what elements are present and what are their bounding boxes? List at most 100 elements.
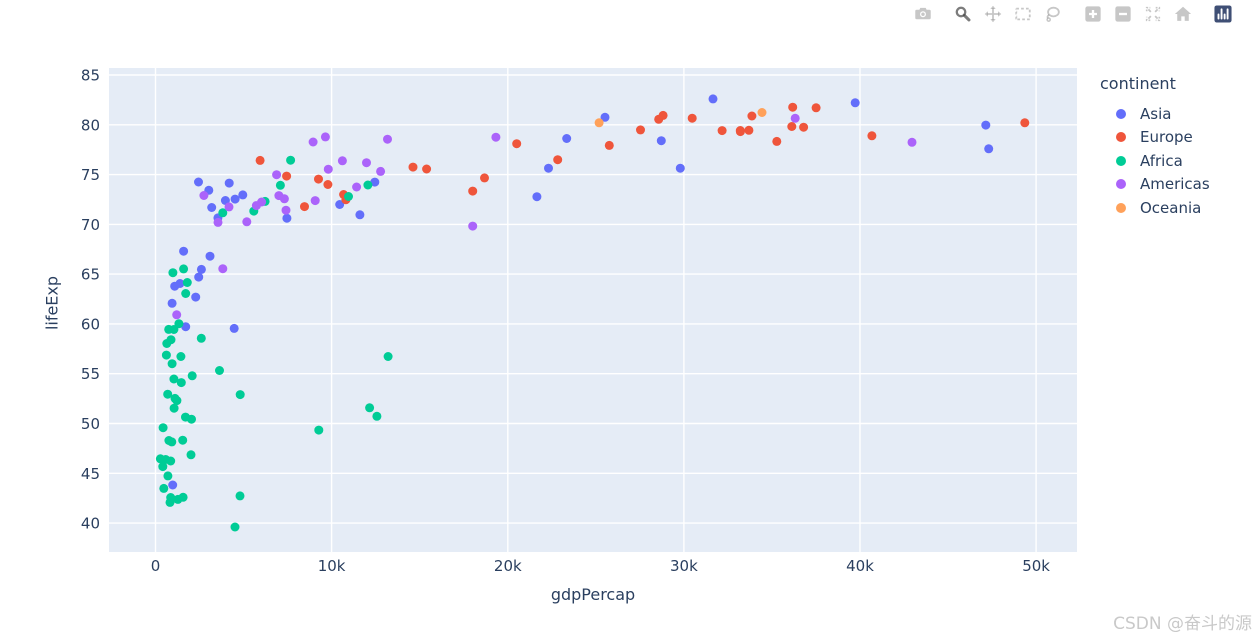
- data-point-europe[interactable]: [300, 202, 309, 212]
- data-point-americas[interactable]: [491, 132, 501, 142]
- data-point-asia[interactable]: [196, 264, 206, 274]
- data-point-africa[interactable]: [169, 374, 179, 384]
- data-point-asia[interactable]: [191, 292, 201, 302]
- legend-item-europe[interactable]: Europe: [1100, 126, 1210, 150]
- data-point-africa[interactable]: [196, 333, 206, 343]
- data-point-asia[interactable]: [230, 194, 240, 204]
- data-point-africa[interactable]: [235, 390, 245, 400]
- data-point-asia[interactable]: [850, 98, 860, 108]
- data-point-americas[interactable]: [281, 205, 291, 215]
- data-point-americas[interactable]: [199, 191, 209, 200]
- data-point-europe[interactable]: [468, 186, 478, 196]
- data-point-africa[interactable]: [179, 264, 189, 274]
- data-point-americas[interactable]: [218, 264, 228, 274]
- data-point-americas[interactable]: [320, 132, 330, 142]
- data-point-europe[interactable]: [323, 180, 333, 189]
- data-point-oceania[interactable]: [757, 108, 767, 117]
- data-point-asia[interactable]: [194, 177, 203, 187]
- pan-button[interactable]: [978, 2, 1008, 26]
- reset-axes-button[interactable]: [1168, 2, 1198, 26]
- data-point-asia[interactable]: [335, 200, 345, 209]
- data-point-asia[interactable]: [167, 298, 177, 308]
- data-point-asia[interactable]: [229, 323, 239, 333]
- data-point-africa[interactable]: [159, 483, 169, 493]
- data-point-europe[interactable]: [658, 110, 668, 120]
- data-point-asia[interactable]: [238, 190, 248, 200]
- data-point-africa[interactable]: [170, 393, 180, 403]
- data-point-africa[interactable]: [163, 389, 173, 399]
- data-point-oceania[interactable]: [594, 118, 604, 128]
- data-point-asia[interactable]: [562, 134, 572, 143]
- data-point-europe[interactable]: [788, 102, 798, 112]
- data-point-asia[interactable]: [179, 246, 189, 256]
- data-point-africa[interactable]: [181, 412, 190, 422]
- data-point-africa[interactable]: [286, 155, 296, 165]
- data-point-africa[interactable]: [314, 425, 324, 435]
- data-point-africa[interactable]: [372, 411, 382, 421]
- data-point-africa[interactable]: [182, 278, 192, 287]
- legend-item-africa[interactable]: Africa: [1100, 149, 1210, 173]
- data-point-africa[interactable]: [168, 268, 178, 278]
- data-point-asia[interactable]: [981, 120, 991, 130]
- data-point-africa[interactable]: [166, 493, 176, 502]
- data-point-africa[interactable]: [166, 456, 176, 466]
- plotly-logo-button[interactable]: [1208, 2, 1238, 26]
- data-point-americas[interactable]: [323, 164, 333, 174]
- data-point-americas[interactable]: [251, 201, 261, 211]
- data-point-europe[interactable]: [744, 125, 754, 135]
- data-point-asia[interactable]: [181, 322, 191, 332]
- data-point-asia[interactable]: [708, 94, 718, 104]
- data-point-asia[interactable]: [224, 178, 234, 188]
- data-point-africa[interactable]: [158, 423, 168, 433]
- data-point-asia[interactable]: [170, 281, 180, 291]
- data-point-europe[interactable]: [604, 140, 614, 150]
- data-point-asia[interactable]: [168, 480, 178, 490]
- data-point-africa[interactable]: [176, 352, 186, 361]
- legend-item-americas[interactable]: Americas: [1100, 173, 1210, 197]
- data-point-africa[interactable]: [344, 192, 353, 201]
- data-point-europe[interactable]: [553, 155, 563, 165]
- data-point-africa[interactable]: [178, 435, 188, 445]
- data-point-europe[interactable]: [255, 155, 265, 165]
- data-point-asia[interactable]: [544, 163, 553, 173]
- data-point-europe[interactable]: [717, 126, 727, 136]
- data-point-africa[interactable]: [230, 522, 240, 532]
- data-point-africa[interactable]: [161, 350, 171, 360]
- data-point-europe[interactable]: [867, 131, 877, 141]
- data-point-africa[interactable]: [186, 450, 196, 460]
- data-point-europe[interactable]: [772, 136, 782, 146]
- data-point-europe[interactable]: [282, 171, 292, 181]
- data-point-africa[interactable]: [218, 208, 228, 218]
- data-point-africa[interactable]: [235, 491, 245, 501]
- data-point-africa[interactable]: [383, 352, 393, 361]
- data-point-americas[interactable]: [383, 134, 392, 144]
- box-select-button[interactable]: [1008, 2, 1038, 26]
- data-point-europe[interactable]: [735, 126, 745, 135]
- data-point-africa[interactable]: [181, 289, 191, 298]
- data-point-africa[interactable]: [169, 403, 179, 413]
- data-point-africa[interactable]: [167, 437, 177, 447]
- data-point-africa[interactable]: [176, 378, 186, 388]
- data-point-americas[interactable]: [224, 202, 234, 212]
- data-point-africa[interactable]: [275, 180, 285, 190]
- data-point-asia[interactable]: [532, 192, 542, 202]
- plot-area[interactable]: [109, 68, 1077, 552]
- data-point-europe[interactable]: [480, 173, 489, 183]
- data-point-americas[interactable]: [279, 194, 289, 204]
- data-point-europe[interactable]: [636, 125, 645, 135]
- zoom-in-button[interactable]: [1078, 2, 1108, 26]
- data-point-europe[interactable]: [314, 174, 323, 184]
- data-point-americas[interactable]: [308, 137, 318, 147]
- legend-item-asia[interactable]: Asia: [1100, 102, 1210, 126]
- data-point-americas[interactable]: [376, 166, 386, 176]
- data-point-americas[interactable]: [790, 113, 800, 123]
- data-point-asia[interactable]: [194, 272, 204, 282]
- download-png-button[interactable]: [908, 2, 938, 26]
- data-point-asia[interactable]: [600, 112, 610, 122]
- data-point-africa[interactable]: [167, 359, 177, 369]
- data-point-americas[interactable]: [362, 158, 371, 168]
- data-point-africa[interactable]: [163, 471, 173, 481]
- data-point-europe[interactable]: [1020, 118, 1030, 128]
- data-point-africa[interactable]: [365, 403, 375, 413]
- data-point-americas[interactable]: [213, 217, 223, 227]
